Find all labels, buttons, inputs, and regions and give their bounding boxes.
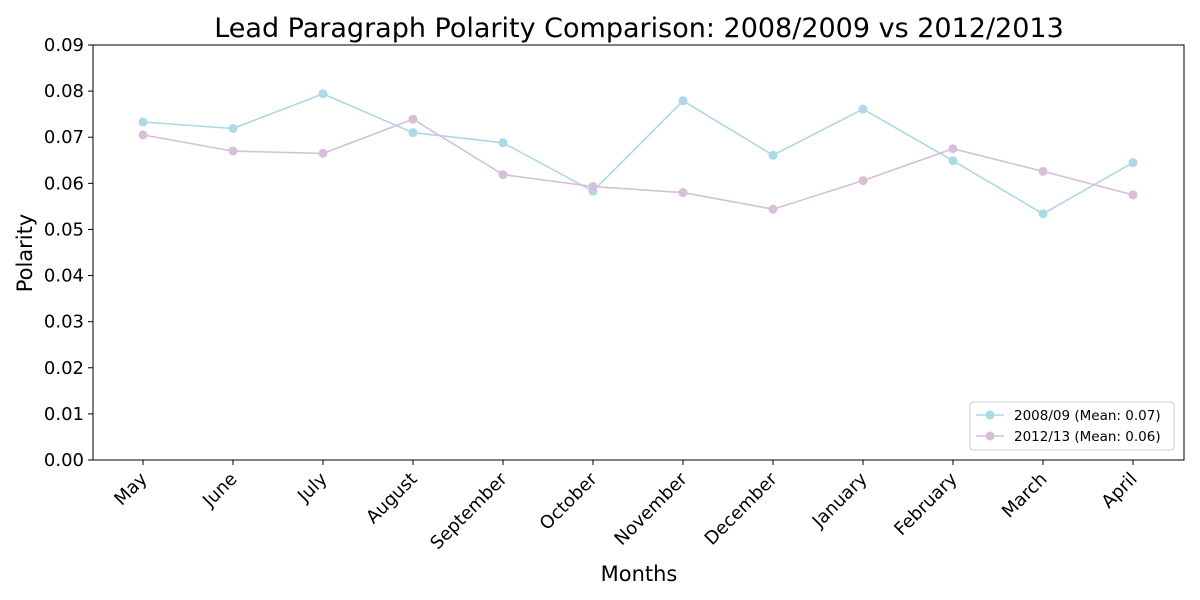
series-2: [138, 114, 1138, 214]
x-tick-label: June: [198, 469, 241, 512]
y-tick-label: 0.01: [44, 404, 84, 425]
y-tick-label: 0.00: [44, 450, 84, 471]
x-axis-label: Months: [601, 562, 678, 586]
series-line: [142, 118, 1134, 211]
x-tick-label: July: [293, 468, 332, 507]
legend-label: 2008/09 (Mean: 0.07): [1014, 408, 1161, 424]
data-point: [858, 176, 868, 186]
x-tick-label: December: [701, 468, 782, 549]
y-axis: 0.00 0.01 0.02 0.03 0.04 0.05 0.06 0.07 0.08 0.09: [44, 35, 93, 471]
data-point: [498, 138, 508, 148]
y-tick-label: 0.02: [44, 358, 84, 379]
data-point: [1128, 190, 1138, 200]
data-point: [948, 144, 958, 154]
y-tick-label: 0.04: [44, 266, 84, 287]
y-tick-label: 0.09: [44, 35, 84, 56]
y-tick-label: 0.07: [44, 127, 84, 148]
data-point: [228, 146, 238, 156]
data-point: [408, 114, 418, 124]
data-point: [1038, 166, 1048, 176]
y-axis-label: Polarity: [13, 214, 37, 293]
x-tick-label: October: [536, 468, 602, 534]
legend: 2008/09 (Mean: 0.07) 2012/13 (Mean: 0.06): [969, 401, 1175, 451]
chart-title: Lead Paragraph Polarity Comparison: 2008…: [214, 13, 1064, 44]
series-1: [138, 89, 1138, 219]
legend-marker: [985, 431, 995, 441]
series-layer: [138, 89, 1138, 219]
x-tick-label: February: [890, 468, 961, 539]
legend-item: 2012/13 (Mean: 0.06): [976, 429, 1161, 445]
x-tick-label: September: [426, 468, 512, 554]
data-point: [678, 188, 688, 198]
y-tick-label: 0.03: [44, 312, 84, 333]
data-point: [948, 156, 958, 166]
x-tick-label: August: [362, 469, 421, 528]
data-point: [408, 128, 418, 138]
data-point: [498, 170, 508, 180]
data-point: [138, 130, 148, 140]
legend-item: 2008/09 (Mean: 0.07): [976, 408, 1161, 424]
x-tick-label: April: [1098, 469, 1142, 513]
data-point: [858, 104, 868, 114]
data-point: [1128, 158, 1138, 168]
data-point: [1038, 209, 1048, 219]
data-point: [318, 89, 328, 99]
x-axis: May June July August September October Novembe…: [110, 460, 1142, 554]
x-tick-label: May: [110, 468, 151, 509]
series-line: [142, 93, 1134, 215]
data-point: [678, 96, 688, 106]
data-point: [768, 150, 778, 160]
plot-frame: [92, 44, 1185, 461]
y-tick-label: 0.08: [44, 81, 84, 102]
data-point: [588, 182, 598, 192]
x-tick-label: November: [610, 468, 691, 549]
legend-label: 2012/13 (Mean: 0.06): [1014, 429, 1161, 445]
y-tick-label: 0.06: [44, 173, 84, 194]
legend-marker: [985, 410, 995, 420]
y-tick-label: 0.05: [44, 219, 84, 240]
data-point: [318, 148, 328, 158]
data-point: [138, 117, 148, 127]
data-point: [768, 204, 778, 214]
x-tick-label: March: [998, 469, 1052, 523]
x-tick-label: January: [808, 468, 872, 532]
legend-box: [969, 401, 1175, 451]
data-point: [228, 123, 238, 133]
